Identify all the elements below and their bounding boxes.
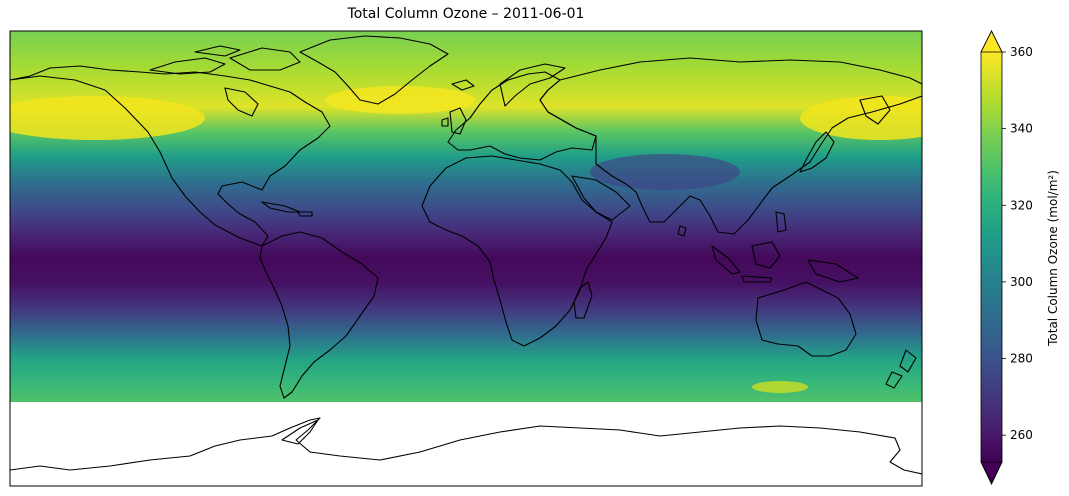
coastline-java: [741, 275, 773, 283]
coastline-north-america: [10, 65, 331, 247]
coastline-asia: [539, 57, 922, 235]
coastline-antarctic-peninsula: [281, 419, 319, 445]
colorbar-extend-min: [980, 461, 1003, 485]
colorbar-tick-label: 280: [1010, 352, 1033, 366]
high-ozone-south-patch: [752, 381, 808, 393]
colorbar: 260 280 300 320 340 360 Total Column Ozone (m…: [980, 30, 1060, 485]
map-frame: [9, 30, 923, 487]
coastline-antarctica: [10, 417, 922, 475]
coastlines: [10, 35, 922, 475]
coastline-cuba: [261, 201, 301, 213]
coastline-hispaniola: [297, 211, 313, 217]
colorbar-label: Total Column Ozone (mol/m²): [1046, 170, 1060, 347]
coastline-iceland: [451, 79, 475, 91]
coastline-arctic-islands: [149, 45, 301, 75]
colorbar-tick-label: 360: [1010, 45, 1033, 59]
coastline-sri-lanka: [677, 225, 687, 237]
coastline-new-zealand: [885, 349, 917, 389]
coastline-japan: [799, 131, 835, 173]
coastline-greenland: [299, 35, 449, 105]
high-ozone-north-pacific-east: [800, 96, 922, 140]
coastline-scandinavia: [499, 63, 566, 107]
high-ozone-north-pacific-west: [10, 96, 205, 140]
colorbar-outline: [980, 30, 1003, 485]
coastline-arabia: [571, 175, 631, 221]
colorbar-extend-max: [980, 30, 1003, 53]
coastline-australia: [755, 281, 857, 357]
coastline-south-america: [259, 231, 379, 399]
colorbar-tick-label: 260: [1010, 428, 1033, 442]
coastline-madagascar: [573, 281, 593, 319]
ozone-anomalies: [10, 86, 922, 393]
coastline-philippines: [775, 211, 787, 233]
coastline-africa: [421, 155, 613, 347]
colorbar-tick-label: 340: [1010, 122, 1033, 136]
low-ozone-tibet: [590, 154, 740, 190]
colorbar-body: [981, 52, 1002, 462]
coastline-hudson-bay: [224, 87, 259, 117]
coastline-borneo: [751, 241, 781, 269]
coastline-britain: [441, 107, 467, 135]
high-ozone-greenland: [325, 86, 475, 114]
colorbar-ticks: 260 280 300 320 340 360: [1002, 45, 1033, 442]
ozone-field: [10, 31, 922, 402]
coastline-sumatra: [711, 245, 741, 275]
coastline-new-guinea: [807, 259, 859, 283]
colorbar-tick-label: 300: [1010, 275, 1033, 289]
map-title: Total Column Ozone – 2011-06-01: [347, 6, 585, 22]
colorbar-tick-label: 320: [1010, 198, 1033, 212]
coastline-kamchatka: [859, 95, 891, 125]
